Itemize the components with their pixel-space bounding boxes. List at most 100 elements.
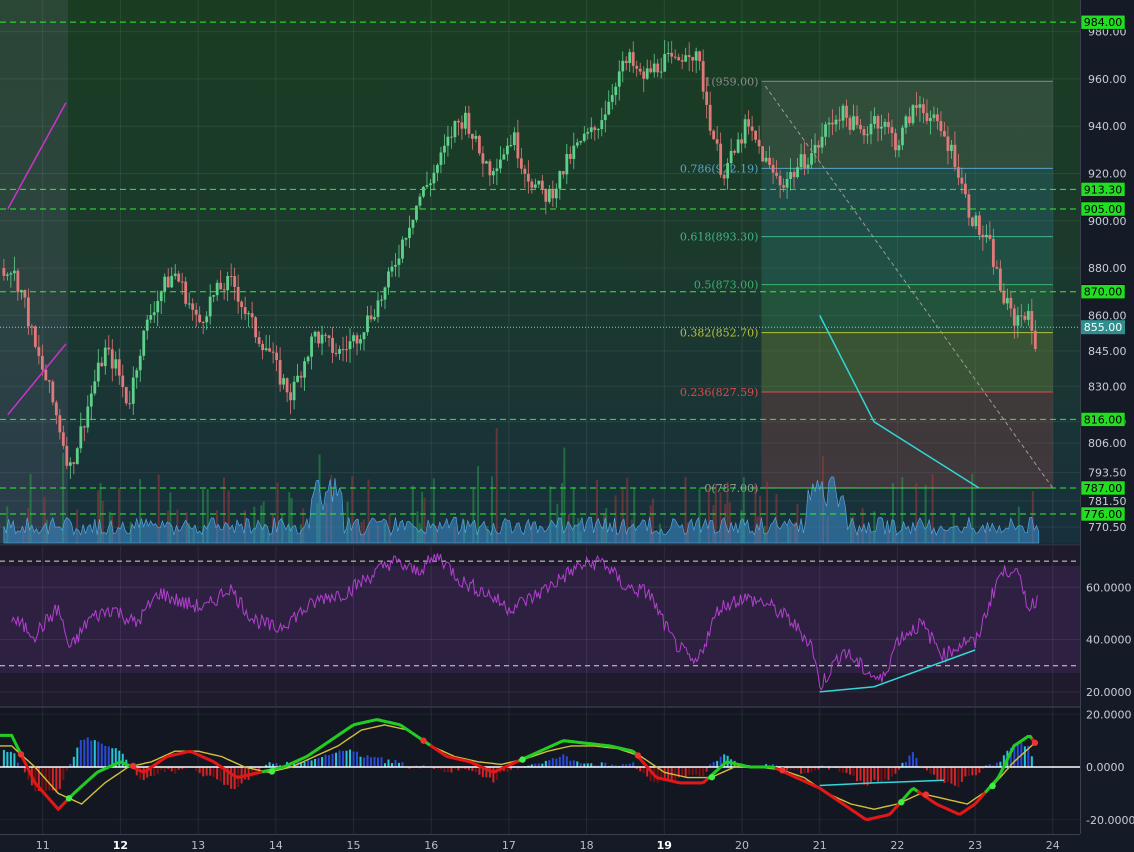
macd-histogram-bar	[408, 767, 411, 769]
time-tick-label: 18	[580, 839, 594, 852]
candle-body	[233, 276, 237, 287]
macd-divergence	[819, 779, 945, 787]
candle-body	[743, 119, 747, 144]
macd-histogram-bar	[946, 767, 949, 782]
level-badge	[1080, 506, 1126, 522]
level-badge-label: 816.00	[1084, 413, 1123, 426]
macd-histogram-bar	[772, 764, 775, 768]
volume-bar	[202, 489, 205, 543]
volume-area	[3, 476, 1040, 544]
candle-body	[883, 121, 887, 127]
macd-histogram-bar	[506, 767, 509, 772]
candle-body	[551, 189, 555, 199]
volume-bar	[139, 479, 142, 543]
candle-body	[107, 347, 111, 350]
candle-body	[5, 274, 9, 276]
macd-histogram-bar	[226, 767, 229, 785]
candlestick-series	[2, 40, 1037, 479]
macd-histogram-bar	[324, 754, 327, 768]
candle-body	[512, 132, 516, 146]
macd-histogram-bar	[939, 767, 942, 782]
candle-body	[317, 331, 320, 344]
volume-bar	[684, 476, 687, 543]
candle-body	[23, 290, 27, 298]
volume-bar	[728, 502, 731, 543]
volume-bar	[423, 497, 426, 543]
volume-bar	[362, 519, 365, 543]
macd-histogram-bar	[551, 758, 554, 768]
candle-body	[464, 112, 467, 129]
candle-body	[491, 171, 495, 176]
candle-body	[163, 276, 167, 292]
candle-body	[86, 406, 90, 428]
candle-body	[722, 174, 726, 179]
macd-histogram-bar	[244, 767, 247, 780]
time-axis[interactable]	[0, 834, 1080, 852]
macd-histogram-bar	[6, 751, 9, 768]
candle-body	[775, 172, 778, 176]
macd-histogram-bar	[356, 751, 359, 768]
candle-body	[275, 352, 279, 361]
candle-body	[820, 136, 824, 148]
volume-bar	[595, 479, 598, 543]
oscillator-panel[interactable]	[0, 546, 1080, 706]
macd-histogram-bar	[432, 767, 435, 770]
macd-series	[0, 718, 1080, 822]
candle-body	[453, 120, 457, 138]
level-badge	[1080, 480, 1126, 496]
macd-histogram-bar	[786, 767, 789, 771]
candle-body	[121, 375, 125, 388]
candle-body	[908, 116, 911, 124]
volume-bar	[719, 492, 722, 543]
fib-level-label: 1(959.00)	[704, 75, 758, 88]
trendlines[interactable]	[7, 85, 1054, 489]
volume-bar	[861, 507, 864, 543]
macd-histogram-bar	[485, 767, 488, 778]
candle-body	[96, 362, 100, 382]
candle-body	[946, 136, 950, 151]
macd-histogram-bar	[474, 767, 477, 773]
macd-histogram-bar	[548, 760, 551, 768]
macd-histogram-bar	[293, 762, 296, 768]
macd-histogram-bar	[55, 767, 58, 793]
candle-body	[159, 291, 163, 302]
candle-body	[554, 188, 558, 199]
candle-body	[471, 133, 474, 139]
volume-bar	[742, 476, 745, 543]
macd-histogram-bar	[684, 767, 687, 777]
price-tick-label: 793.50	[1088, 467, 1127, 480]
macd-histogram-bar	[957, 767, 960, 788]
macd-histogram-bar	[65, 767, 68, 771]
macd-tick-label: -20.0000	[1086, 814, 1134, 827]
volume-bar	[572, 486, 575, 543]
fib-level-label: 0.382(852.70)	[680, 327, 759, 340]
macd-histogram-bar	[198, 767, 201, 774]
candle-body	[212, 295, 216, 297]
macd-cross-dot	[1031, 739, 1039, 746]
macd-panel[interactable]	[0, 708, 1080, 834]
candle-body	[680, 60, 684, 62]
macd-histogram-bar	[646, 767, 649, 777]
macd-histogram-bar	[307, 760, 310, 768]
volume-bar	[432, 478, 435, 543]
time-tick-label: 24	[1046, 839, 1060, 852]
macd-histogram-bar	[251, 767, 254, 778]
macd-histogram-bar	[800, 767, 803, 774]
candle-body	[477, 135, 481, 154]
macd-histogram-bar	[569, 760, 572, 768]
horizontal-levels[interactable]	[0, 21, 1080, 515]
macd-histogram-bar	[90, 740, 93, 768]
time-tick-label: 11	[36, 839, 50, 852]
macd-histogram-bar	[181, 767, 184, 770]
price-panel[interactable]: 1(959.00) 0.786(922.19) 0.618(893.30) 0.5(8…	[0, 0, 1080, 544]
volume-bar	[775, 494, 778, 543]
last-price-label: 855.00	[1084, 321, 1123, 334]
macd-histogram-bar	[163, 767, 166, 773]
macd-histogram-bar	[807, 767, 810, 773]
macd-histogram-bar	[34, 767, 37, 792]
candle-body	[289, 392, 292, 401]
candle-body	[103, 347, 107, 367]
macd-cross-dot	[65, 795, 73, 802]
candle-body	[380, 299, 383, 301]
